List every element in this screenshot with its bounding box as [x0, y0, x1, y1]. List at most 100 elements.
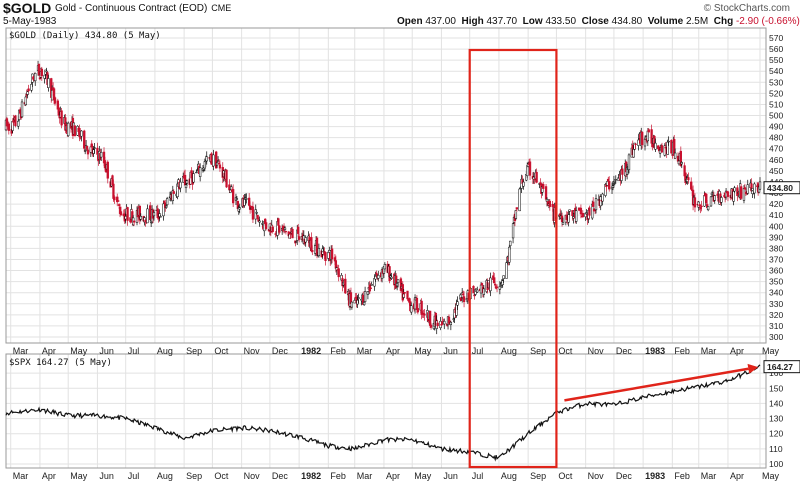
candle-body	[561, 222, 565, 225]
candle-body	[592, 201, 595, 207]
spx-series-line	[5, 364, 761, 462]
ohlc-readout: Open 437.00 High 437.70 Low 433.50 Close…	[397, 16, 800, 27]
gold-y-tick: 570	[769, 33, 783, 43]
spx-x-tick: Dec	[272, 471, 289, 481]
candle-body	[78, 128, 81, 138]
spx-x-tick: Nov	[588, 471, 605, 481]
high-label: High	[461, 16, 484, 27]
candle-body	[508, 246, 511, 263]
candle-body	[489, 277, 492, 292]
candle-body	[732, 191, 735, 202]
candle-body	[660, 145, 664, 153]
candle-body	[594, 198, 598, 211]
candle-body	[85, 145, 89, 150]
candle-body	[713, 195, 716, 201]
candle-body	[185, 180, 189, 184]
candle-body	[647, 129, 650, 133]
candle-body	[172, 191, 175, 194]
candle-body	[462, 296, 466, 303]
candle-body	[514, 210, 518, 219]
candle-body	[139, 216, 142, 220]
gold-x-tick: Mar	[357, 346, 373, 356]
candle-body	[677, 160, 681, 165]
candle-body	[363, 301, 366, 306]
candle-body	[443, 320, 446, 325]
gold-x-tick: Aug	[501, 346, 517, 356]
candle-body	[705, 193, 708, 204]
spx-y-tick: 120	[769, 429, 783, 439]
change-label: Chg	[713, 16, 734, 27]
gold-x-tick: Mar	[13, 346, 29, 356]
gold-x-tick: Jul	[128, 346, 140, 356]
spx-x-tick: Sep	[186, 471, 202, 481]
candle-body	[199, 167, 202, 177]
gold-y-tick: 350	[769, 277, 783, 287]
gold-x-tick: Mar	[701, 346, 717, 356]
candle-body	[271, 226, 274, 232]
candle-body	[113, 196, 116, 201]
contract-name: Gold - Continuous Contract (EOD)	[55, 3, 208, 14]
open-label: Open	[397, 16, 423, 27]
gold-x-tick: Oct	[558, 346, 573, 356]
candle-body	[330, 248, 334, 260]
candle-body	[509, 240, 512, 246]
candle-body	[96, 147, 99, 155]
candle-body	[60, 110, 63, 126]
candle-body	[758, 181, 762, 190]
candle-body	[429, 324, 433, 328]
candle-body	[436, 322, 439, 327]
candle-body	[650, 129, 653, 144]
candle-body	[753, 183, 756, 194]
candle-body	[670, 139, 673, 154]
candle-body	[84, 150, 87, 152]
candle-body	[256, 214, 259, 220]
spx-x-tick: May	[762, 471, 780, 481]
gold-last-value-box	[763, 181, 800, 195]
highlight-rectangle	[468, 48, 558, 469]
candle-body	[505, 262, 508, 279]
candle-body	[24, 96, 27, 106]
gold-y-tick: 310	[769, 321, 783, 331]
candle-body	[171, 190, 174, 202]
candle-body	[37, 63, 41, 76]
candle-body	[614, 179, 617, 181]
gold-x-tick: 1982	[301, 346, 321, 356]
spx-x-tick: Aug	[501, 471, 517, 481]
candle-body	[363, 291, 367, 302]
symbol-title: $GOLD	[3, 0, 52, 16]
candle-body	[133, 220, 136, 223]
candle-body	[693, 197, 697, 208]
candle-body	[311, 250, 314, 252]
candle-body	[126, 207, 129, 221]
candle-body	[742, 188, 746, 201]
candle-body	[297, 236, 301, 240]
spx-x-tick: Jun	[99, 471, 114, 481]
candle-body	[93, 147, 96, 149]
gold-y-tick: 540	[769, 66, 783, 76]
candle-body	[476, 289, 479, 293]
spx-x-tick: Apr	[386, 471, 400, 481]
candle-body	[423, 313, 426, 316]
candle-body	[374, 275, 377, 280]
candle-body	[205, 156, 208, 162]
candle-body	[192, 173, 195, 183]
candle-body	[350, 301, 354, 308]
candle-body	[40, 68, 43, 77]
candle-body	[231, 189, 235, 204]
candle-body	[456, 301, 459, 306]
candle-body	[106, 161, 109, 179]
candle-body	[641, 131, 644, 146]
candle-body	[215, 162, 219, 166]
candle-body	[20, 101, 24, 118]
gold-x-tick: Apr	[42, 346, 56, 356]
candle-body	[53, 97, 57, 104]
gold-y-tick: 470	[769, 144, 783, 154]
candle-body	[179, 181, 182, 189]
candle-body	[420, 300, 423, 315]
candle-body	[159, 216, 162, 218]
candle-body	[522, 181, 525, 187]
candle-body	[370, 284, 373, 286]
spx-x-tick: 1983	[645, 471, 665, 481]
candle-body	[152, 212, 156, 217]
